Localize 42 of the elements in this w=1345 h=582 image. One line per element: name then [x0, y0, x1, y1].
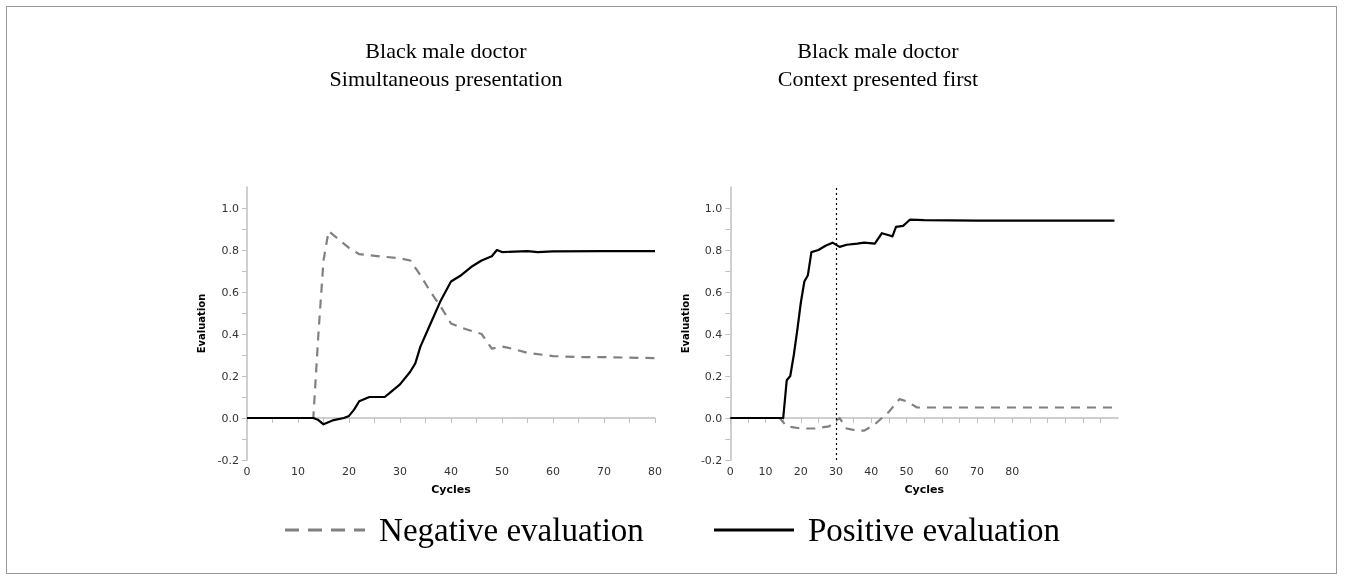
x-tick-label: 20	[793, 465, 808, 478]
x-tick-label: 40	[444, 465, 458, 478]
y-tick-label: 0.0	[704, 411, 723, 425]
y-tick-label: 0.0	[221, 411, 239, 425]
x-axis-title: Cycles	[431, 483, 472, 496]
x-tick-label: 30	[393, 465, 407, 478]
x-tick-label: 20	[342, 465, 356, 478]
chart-title: Black male doctor	[797, 37, 960, 63]
y-tick-label: 0.6	[221, 285, 239, 299]
y-tick-label: 0.2	[704, 369, 723, 383]
y-axis-title: Evaluation	[196, 293, 208, 354]
x-tick-label: 0	[243, 465, 251, 478]
chart-subtitle: Simultaneous presentation	[329, 65, 563, 91]
y-tick-label: 0.8	[704, 243, 723, 257]
legend-label: Positive evaluation	[807, 511, 1060, 549]
x-tick-label: 60	[546, 465, 560, 478]
x-tick-label: 10	[291, 465, 305, 478]
y-tick-label: 0.4	[704, 327, 723, 341]
x-tick-label: 30	[829, 465, 844, 478]
x-tick-label: 50	[495, 465, 509, 478]
x-tick-label: 0	[726, 465, 734, 478]
x-tick-label: 70	[597, 465, 611, 478]
y-tick-label: 1.0	[221, 201, 239, 215]
y-tick-label: 0.6	[704, 285, 723, 299]
x-tick-label: 50	[899, 465, 914, 478]
y-tick-label: 0.2	[221, 369, 239, 383]
x-tick-label: 70	[970, 465, 985, 478]
y-tick-label: -0.2	[700, 453, 723, 467]
x-tick-label: 40	[864, 465, 879, 478]
x-tick-label: 80	[1005, 465, 1020, 478]
y-tick-label: 0.4	[221, 327, 239, 341]
legend-label: Negative evaluation	[379, 511, 644, 549]
x-tick-label: 60	[934, 465, 949, 478]
chart-title: Black male doctor	[365, 37, 528, 63]
chart-subtitle: Context presented first	[777, 65, 979, 91]
x-tick-label: 80	[648, 465, 662, 478]
y-tick-label: -0.2	[217, 453, 239, 467]
y-axis-title: Evaluation	[679, 293, 691, 354]
x-axis-title: Cycles	[904, 483, 945, 496]
y-tick-label: 0.8	[221, 243, 239, 257]
x-tick-label: 10	[758, 465, 773, 478]
y-tick-label: 1.0	[704, 201, 723, 215]
